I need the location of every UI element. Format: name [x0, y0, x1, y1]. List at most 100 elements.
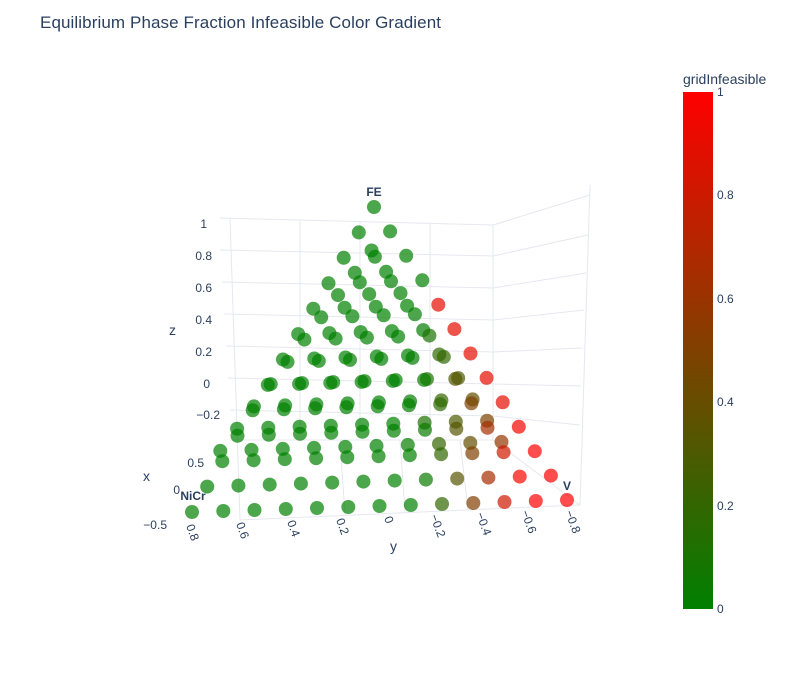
- data-point[interactable]: [297, 332, 312, 347]
- data-point[interactable]: [560, 493, 574, 507]
- data-point[interactable]: [343, 352, 357, 367]
- data-point[interactable]: [479, 370, 494, 385]
- data-point[interactable]: [405, 350, 420, 365]
- data-point[interactable]: [372, 499, 387, 513]
- data-point[interactable]: [431, 297, 446, 312]
- data-point[interactable]: [277, 452, 292, 467]
- y-tick-label: −0.6: [518, 508, 539, 535]
- data-point[interactable]: [323, 375, 338, 390]
- data-point[interactable]: [340, 450, 355, 465]
- data-point[interactable]: [356, 474, 371, 489]
- data-point[interactable]: [417, 372, 432, 387]
- data-point[interactable]: [262, 477, 277, 492]
- data-point[interactable]: [352, 275, 367, 290]
- data-point[interactable]: [370, 399, 385, 414]
- data-point[interactable]: [383, 224, 398, 239]
- data-point[interactable]: [435, 497, 449, 511]
- data-point[interactable]: [448, 371, 463, 386]
- data-point[interactable]: [328, 331, 343, 346]
- data-point[interactable]: [528, 494, 543, 508]
- data-point[interactable]: [345, 309, 360, 324]
- data-point[interactable]: [391, 329, 406, 344]
- scatter-points[interactable]: [185, 200, 574, 519]
- data-point[interactable]: [351, 225, 366, 240]
- data-point[interactable]: [386, 423, 401, 438]
- z-tick-label: 0.8: [195, 249, 212, 263]
- data-point[interactable]: [402, 448, 417, 463]
- data-point[interactable]: [496, 445, 511, 460]
- data-point[interactable]: [293, 426, 307, 441]
- data-point[interactable]: [200, 479, 215, 494]
- data-point[interactable]: [359, 330, 374, 345]
- data-point[interactable]: [185, 505, 199, 519]
- data-point[interactable]: [376, 308, 391, 323]
- data-point[interactable]: [309, 451, 324, 466]
- data-point[interactable]: [415, 273, 430, 288]
- data-point[interactable]: [450, 471, 465, 486]
- data-point[interactable]: [231, 478, 246, 493]
- data-point[interactable]: [495, 395, 510, 410]
- data-point[interactable]: [276, 402, 291, 417]
- data-point[interactable]: [434, 447, 449, 462]
- data-point[interactable]: [463, 346, 478, 361]
- data-point[interactable]: [336, 250, 351, 265]
- data-point[interactable]: [433, 397, 448, 412]
- data-point[interactable]: [480, 420, 495, 435]
- data-point[interactable]: [512, 469, 527, 484]
- data-point[interactable]: [247, 503, 262, 517]
- data-point[interactable]: [311, 353, 326, 368]
- data-point[interactable]: [261, 427, 276, 442]
- data-point[interactable]: [449, 421, 464, 436]
- data-point[interactable]: [215, 454, 230, 469]
- data-point[interactable]: [403, 498, 418, 512]
- data-point[interactable]: [371, 449, 386, 464]
- data-point[interactable]: [230, 428, 245, 443]
- data-point[interactable]: [216, 504, 231, 518]
- data-point[interactable]: [387, 473, 402, 488]
- z-tick-label: 0.2: [195, 345, 212, 359]
- data-point[interactable]: [385, 373, 400, 388]
- data-point[interactable]: [374, 351, 389, 366]
- data-point[interactable]: [246, 453, 261, 468]
- data-point[interactable]: [292, 376, 307, 391]
- data-point[interactable]: [278, 502, 293, 516]
- data-point[interactable]: [293, 476, 308, 491]
- y-tick-label: 0.6: [233, 520, 252, 541]
- data-point[interactable]: [245, 403, 260, 418]
- data-point[interactable]: [401, 398, 416, 413]
- data-point[interactable]: [339, 400, 354, 415]
- data-point[interactable]: [308, 401, 323, 416]
- data-point[interactable]: [367, 249, 382, 264]
- data-point[interactable]: [355, 424, 370, 439]
- data-point[interactable]: [362, 287, 377, 302]
- data-point[interactable]: [399, 248, 414, 263]
- data-point[interactable]: [260, 377, 275, 392]
- data-point[interactable]: [511, 419, 526, 434]
- data-point[interactable]: [465, 446, 480, 461]
- data-point[interactable]: [418, 472, 433, 487]
- data-point[interactable]: [407, 307, 422, 322]
- data-point[interactable]: [436, 349, 451, 364]
- data-point[interactable]: [422, 328, 437, 343]
- data-point[interactable]: [325, 475, 340, 490]
- data-point[interactable]: [280, 354, 295, 369]
- data-point[interactable]: [481, 470, 496, 485]
- data-point[interactable]: [354, 374, 369, 389]
- data-point[interactable]: [464, 396, 479, 411]
- data-point[interactable]: [527, 444, 542, 459]
- data-point[interactable]: [497, 495, 512, 509]
- data-point[interactable]: [331, 288, 345, 303]
- data-point[interactable]: [384, 274, 398, 289]
- data-point[interactable]: [447, 322, 462, 337]
- data-point[interactable]: [393, 286, 408, 301]
- data-point[interactable]: [341, 500, 356, 514]
- data-point[interactable]: [466, 496, 481, 510]
- data-point[interactable]: [314, 310, 329, 325]
- data-point[interactable]: [310, 501, 324, 515]
- data-point[interactable]: [321, 276, 336, 291]
- data-point[interactable]: [543, 468, 558, 483]
- data-point[interactable]: [324, 425, 339, 440]
- data-point[interactable]: [418, 422, 432, 437]
- data-point[interactable]: [367, 200, 381, 214]
